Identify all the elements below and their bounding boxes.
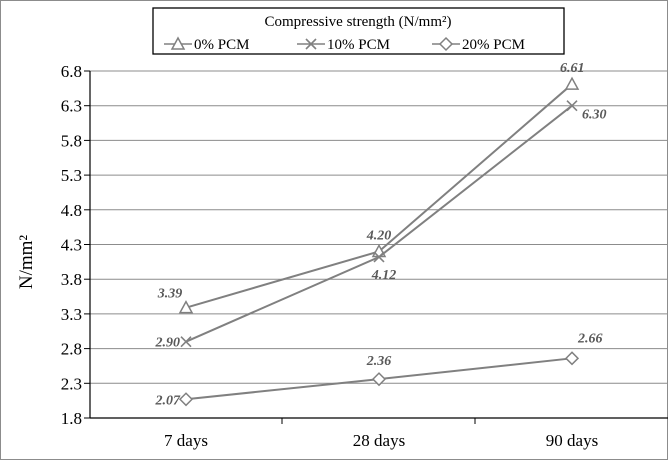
triangle-marker: [178, 300, 194, 314]
y-tick-label: 4.8: [61, 201, 82, 220]
y-tick-label: 5.8: [61, 131, 82, 150]
series-group: 3.39 4.20 6.61 2.90 4.12 6.30 2.07 2.36 2.66: [155, 61, 607, 408]
legend-label: 10% PCM: [327, 37, 390, 53]
legend-label: 0% PCM: [194, 37, 249, 53]
x-tick-label: 28 days: [353, 431, 405, 450]
legend-items: 0% PCM 10% PCM 20% PCM: [164, 36, 525, 53]
data-label: 6.30: [582, 108, 607, 123]
data-label: 4.12: [371, 268, 397, 283]
data-label: 2.66: [577, 331, 603, 346]
y-tick-label: 3.3: [61, 305, 82, 324]
y-axis-title: N/mm²: [16, 235, 37, 290]
legend-label: 20% PCM: [462, 37, 525, 53]
x-marker-stroke: [373, 251, 385, 263]
series-line: [185, 104, 573, 343]
y-tick-label: 3.8: [61, 270, 82, 289]
x-marker-stroke: [180, 336, 192, 348]
diamond-marker: [178, 392, 194, 407]
series-1: 2.90 4.12 6.30: [155, 100, 607, 351]
diamond-marker: [371, 372, 387, 387]
triangle-marker: [170, 36, 186, 50]
axes: [89, 71, 668, 424]
x-marker: [373, 251, 385, 263]
data-label: 2.90: [155, 336, 181, 351]
data-label: 4.20: [366, 228, 392, 243]
x-marker-stroke: [566, 100, 578, 112]
diamond-marker: [438, 36, 454, 52]
legend-item: 0% PCM: [164, 36, 249, 53]
diamond-marker: [564, 351, 580, 366]
x-marker: [180, 336, 192, 348]
y-tick-label: 6.3: [61, 97, 82, 116]
legend-box: [152, 7, 565, 55]
legend: Compressive strength (N/mm²) 0% PCM 10% P…: [152, 7, 565, 55]
x-marker: [305, 38, 317, 50]
legend-item: 20% PCM: [432, 36, 525, 53]
x-marker: [566, 100, 578, 112]
legend-item: 10% PCM: [297, 37, 390, 53]
triangle-marker: [564, 76, 580, 90]
data-label: 3.39: [157, 287, 183, 302]
y-tick-label: 2.3: [61, 374, 82, 393]
x-tick-label: 90 days: [546, 431, 598, 450]
y-tick-label: 6.8: [61, 62, 82, 81]
y-tick-label: 5.3: [61, 166, 82, 185]
y-tick-label: 2.8: [61, 340, 82, 359]
x-tick-labels: 7 days 28 days 90 days: [164, 431, 598, 450]
series-2: 2.07 2.36 2.66: [155, 331, 603, 408]
series-0: 3.39 4.20 6.61: [157, 61, 585, 314]
data-label: 6.61: [560, 61, 585, 76]
legend-title: Compressive strength (N/mm²): [265, 14, 452, 30]
x-marker-stroke: [305, 38, 317, 50]
y-tick-labels: 1.8 2.3 2.8 3.3 3.8 4.3 4.8 5.3 5.8 6.3 6.8: [61, 62, 82, 428]
y-tick-label: 1.8: [61, 409, 82, 428]
x-tick-label: 7 days: [164, 431, 208, 450]
data-label: 2.07: [155, 393, 182, 408]
data-label: 2.36: [366, 354, 392, 369]
y-tick-label: 4.3: [61, 236, 82, 255]
